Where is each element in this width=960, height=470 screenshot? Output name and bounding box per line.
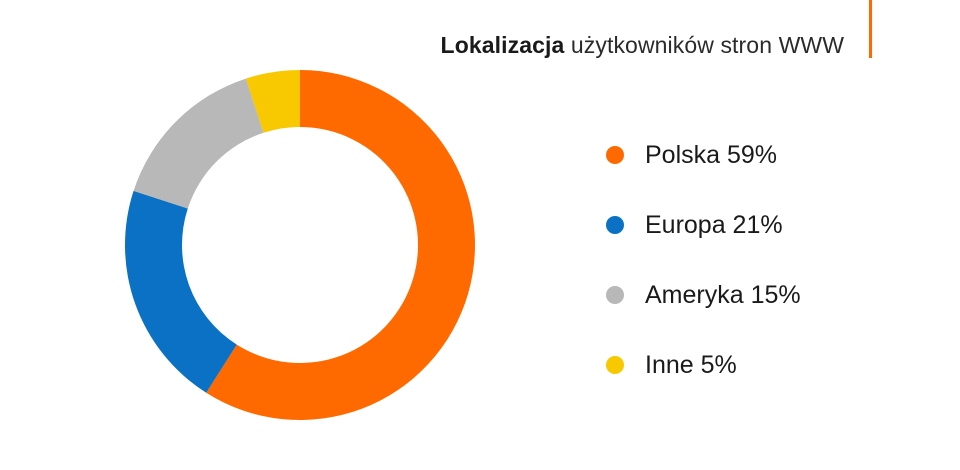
donut-slice-inne (245, 70, 300, 133)
legend-item-ameryka: Ameryka 15% (606, 260, 801, 330)
legend-label-europa: Europa 21% (645, 210, 783, 239)
accent-bar (869, 0, 872, 58)
chart-title-bold: Lokalizacja (440, 32, 565, 58)
donut-slice-ameryka (133, 78, 264, 209)
chart-title: Lokalizacja użytkowników stron WWW (441, 32, 844, 59)
legend-item-polska: Polska 59% (606, 120, 801, 190)
legend-dot-europa (606, 216, 624, 234)
legend-dot-inne (606, 356, 624, 374)
donut-slices (125, 70, 475, 420)
legend-item-europa: Europa 21% (606, 190, 801, 260)
donut-slice-europa (125, 190, 237, 393)
legend-dot-ameryka (606, 286, 624, 304)
donut-slice-polska (206, 70, 475, 420)
legend: Polska 59% Europa 21% Ameryka 15% Inne 5… (606, 120, 801, 400)
legend-item-inne: Inne 5% (606, 330, 801, 400)
legend-label-ameryka: Ameryka 15% (645, 280, 801, 309)
legend-label-inne: Inne 5% (645, 350, 737, 379)
chart-title-regular: użytkowników stron WWW (570, 32, 844, 58)
legend-dot-polska (606, 146, 624, 164)
legend-label-polska: Polska 59% (645, 140, 778, 169)
